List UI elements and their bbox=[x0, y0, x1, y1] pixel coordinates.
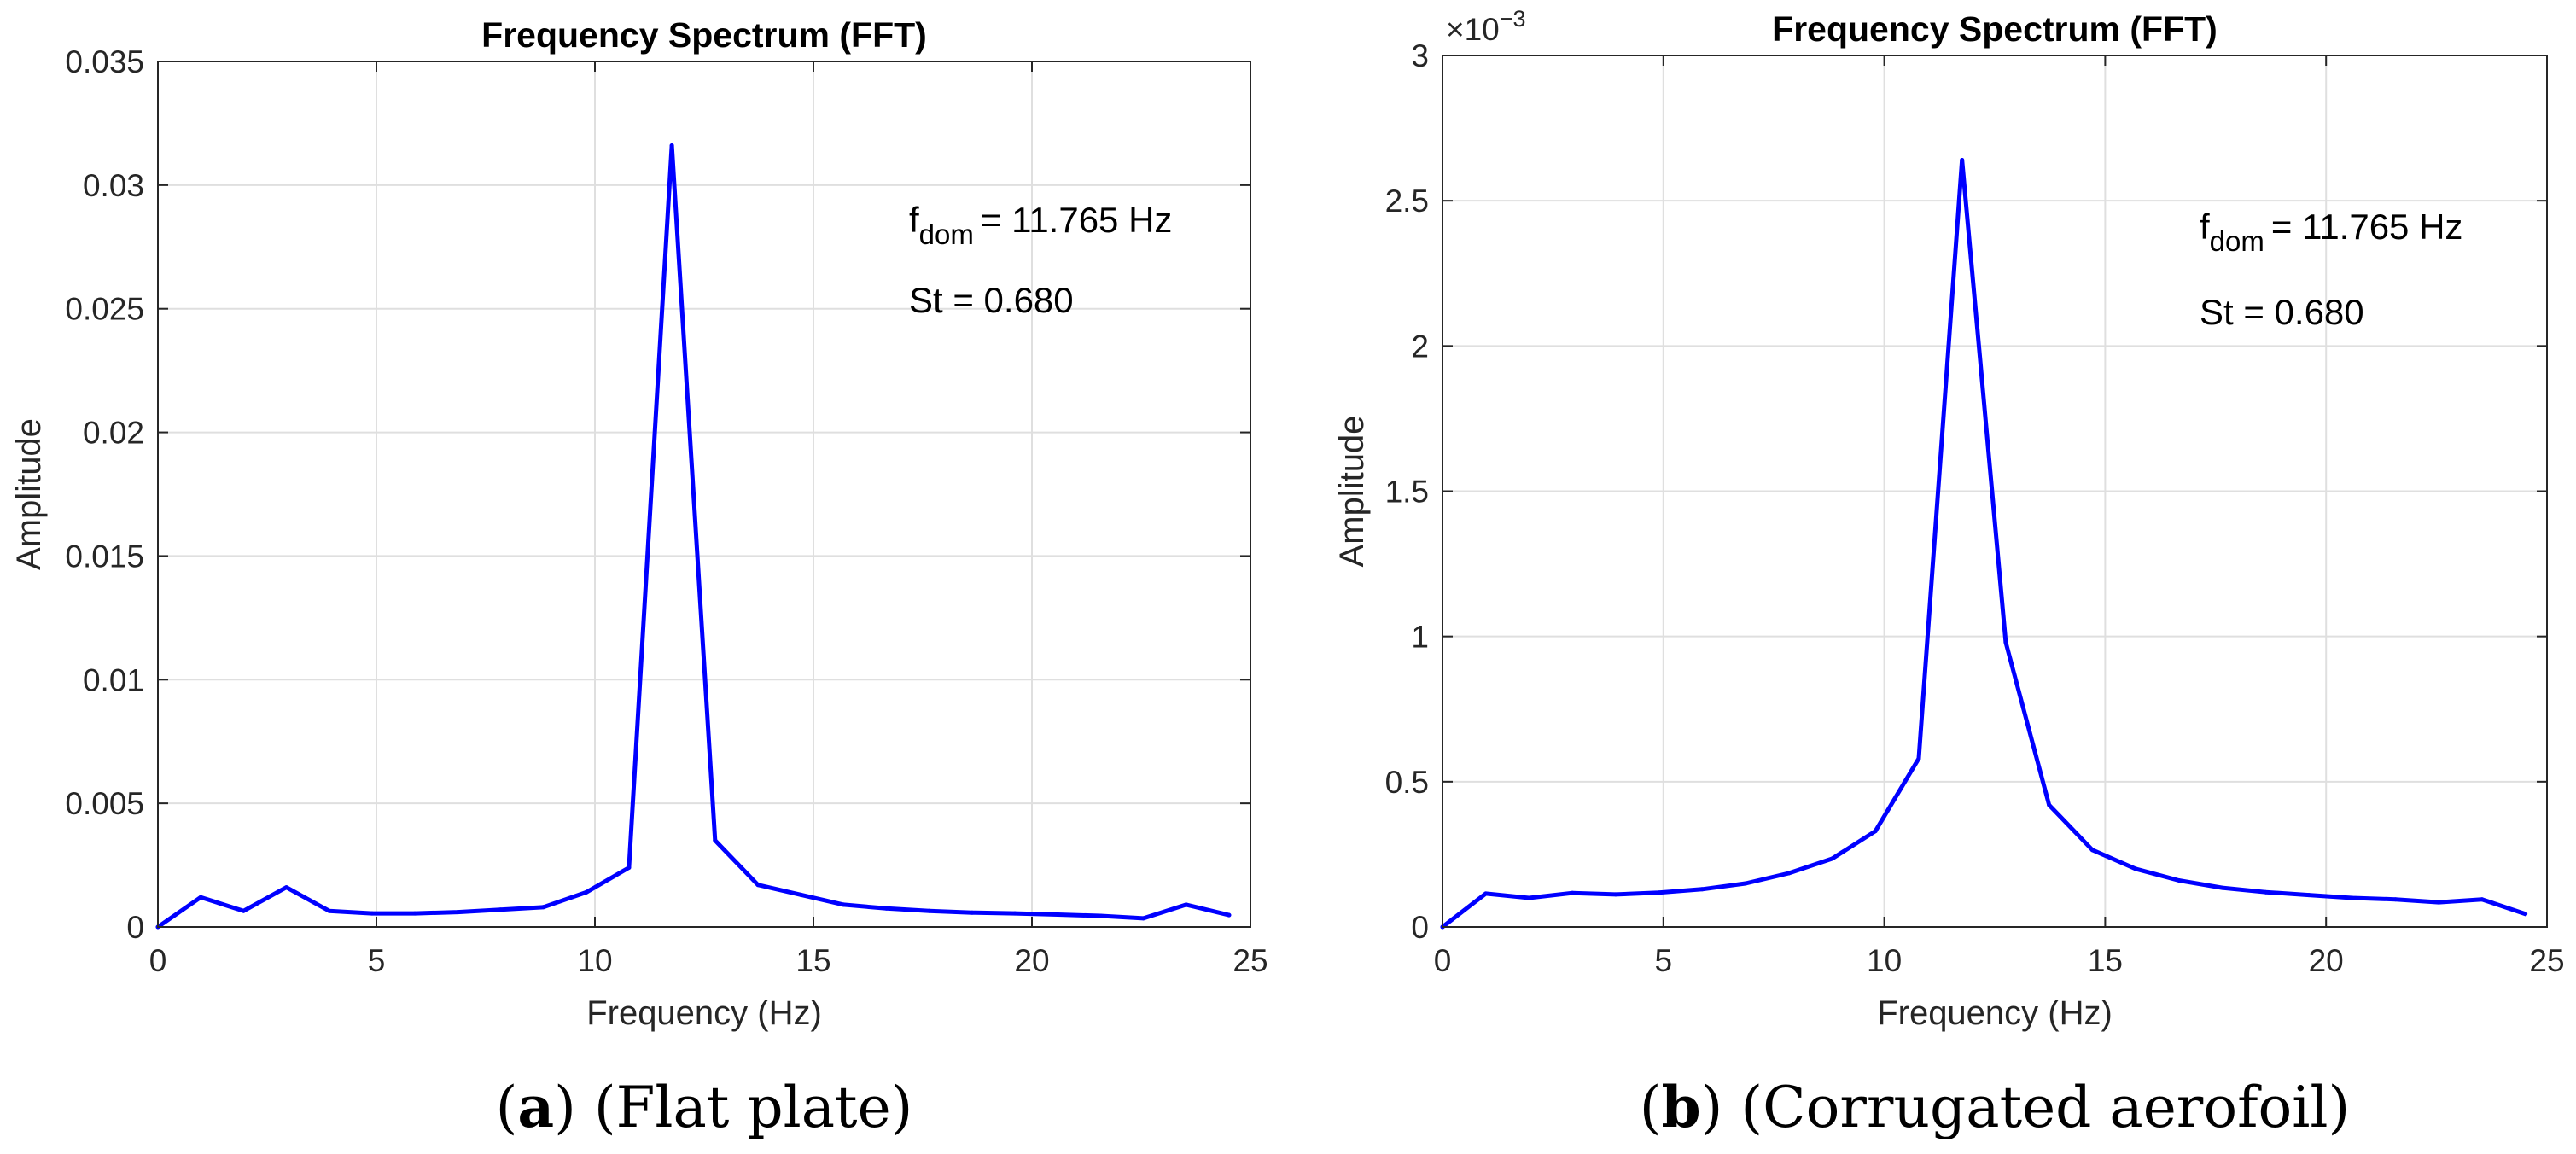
data-point bbox=[284, 885, 288, 890]
strouhal-annotation: St = 0.680 bbox=[2200, 292, 2364, 332]
data-point bbox=[198, 895, 203, 900]
x-tick-label: 25 bbox=[1233, 943, 1268, 978]
data-point bbox=[2263, 889, 2268, 895]
data-point bbox=[2089, 848, 2095, 853]
data-point bbox=[1657, 890, 1662, 895]
data-point bbox=[541, 905, 546, 910]
strouhal-annotation: St = 0.680 bbox=[909, 280, 1074, 320]
data-point bbox=[498, 907, 503, 912]
y-tick-label: 0 bbox=[1411, 910, 1429, 945]
data-point bbox=[669, 143, 674, 148]
chart-b: 0 5 10 15 20 25 0 0.5 1 1.5 2 2.5 3 ×10−3 Frequency Sp… bbox=[1333, 6, 2565, 1140]
data-point bbox=[1526, 895, 1531, 900]
data-point bbox=[627, 866, 632, 870]
data-point bbox=[370, 911, 375, 916]
data-point bbox=[1227, 912, 1232, 918]
data-point bbox=[455, 910, 460, 915]
series-line bbox=[155, 143, 1232, 930]
y-tick-label: 3 bbox=[1411, 38, 1429, 73]
data-point bbox=[584, 889, 589, 895]
axes-box bbox=[157, 61, 1251, 928]
data-point bbox=[2047, 802, 2052, 807]
y-tick-label: 2 bbox=[1411, 329, 1429, 364]
data-point bbox=[2523, 912, 2528, 917]
x-tick-label: 5 bbox=[1655, 943, 1673, 978]
y-tick-label: 0.025 bbox=[65, 292, 144, 327]
data-point bbox=[1786, 871, 1792, 876]
y-tick-label: 0.5 bbox=[1385, 765, 1429, 800]
data-point bbox=[1960, 158, 1965, 162]
data-point bbox=[1830, 856, 1834, 861]
data-point bbox=[1055, 912, 1060, 917]
x-tick-label: 10 bbox=[1867, 943, 1902, 978]
x-tick-label: 0 bbox=[1434, 943, 1452, 978]
y-tick-label: 0.02 bbox=[83, 416, 144, 451]
data-point bbox=[2003, 640, 2008, 644]
plot-area bbox=[158, 61, 1250, 927]
y-tick-label: 0.01 bbox=[83, 662, 144, 697]
x-tick-label: 0 bbox=[149, 943, 167, 978]
x-tick-label: 20 bbox=[1014, 943, 1049, 978]
data-point bbox=[1743, 881, 1748, 886]
data-point bbox=[2306, 893, 2311, 898]
y-tick-label: 0.005 bbox=[65, 786, 144, 821]
data-point bbox=[2133, 866, 2138, 871]
dominant-frequency-annotation: fdom = 11.765 Hz bbox=[909, 200, 1172, 250]
data-point bbox=[755, 883, 761, 888]
data-point bbox=[1184, 902, 1189, 907]
x-tick-label: 15 bbox=[796, 943, 830, 978]
subfigure-caption: (b) (Corrugated aerofoil) bbox=[1640, 1074, 2350, 1140]
y-tick-label: 2.5 bbox=[1385, 184, 1429, 219]
y-tick-label: 0.03 bbox=[83, 168, 144, 203]
data-point bbox=[713, 838, 718, 843]
y-scale-multiplier: ×10−3 bbox=[1446, 6, 1526, 47]
data-point bbox=[1873, 829, 1878, 834]
data-point bbox=[2220, 885, 2225, 890]
y-tick-label: 1.5 bbox=[1385, 475, 1429, 510]
data-point bbox=[1916, 756, 1921, 761]
x-axis-label: Frequency (Hz) bbox=[586, 994, 822, 1032]
x-tick-label: 5 bbox=[368, 943, 386, 978]
data-point bbox=[798, 892, 803, 897]
data-point bbox=[1613, 892, 1618, 897]
chart-title: Frequency Spectrum (FFT) bbox=[1772, 9, 2218, 49]
data-point bbox=[1141, 916, 1146, 921]
x-axis-label: Frequency (Hz) bbox=[1877, 994, 2113, 1032]
chart-title: Frequency Spectrum (FFT) bbox=[481, 15, 927, 55]
data-point bbox=[1012, 911, 1017, 916]
data-point bbox=[2177, 878, 2182, 883]
data-point bbox=[1098, 913, 1103, 918]
data-point bbox=[2350, 895, 2355, 900]
x-tick-label: 20 bbox=[2309, 943, 2344, 978]
data-point bbox=[970, 910, 975, 915]
x-tick-label: 15 bbox=[2088, 943, 2123, 978]
data-point bbox=[841, 902, 846, 907]
data-point bbox=[1483, 891, 1489, 896]
y-axis-label: Amplitude bbox=[10, 418, 48, 570]
chart-a: 0 5 10 15 20 25 0 0.005 0.01 0.015 0.02 0.025 0.03 0.… bbox=[10, 15, 1268, 1140]
y-axis-label: Amplitude bbox=[1333, 416, 1371, 568]
data-point bbox=[2480, 897, 2485, 902]
dominant-frequency-annotation: fdom = 11.765 Hz bbox=[2200, 207, 2462, 257]
y-tick-label: 0 bbox=[126, 910, 144, 945]
data-point bbox=[241, 908, 246, 913]
x-tick-label: 25 bbox=[2529, 943, 2564, 978]
x-tick-label: 10 bbox=[577, 943, 612, 978]
subfigure-caption: (a) (Flat plate) bbox=[496, 1074, 913, 1140]
data-point bbox=[2393, 897, 2398, 902]
series-line bbox=[1440, 158, 2528, 930]
data-point bbox=[927, 908, 932, 913]
y-tick-label: 1 bbox=[1411, 620, 1429, 655]
data-point bbox=[884, 906, 889, 911]
data-point bbox=[412, 911, 417, 916]
y-tick-label: 0.035 bbox=[65, 44, 144, 79]
y-tick-label: 0.015 bbox=[65, 539, 144, 574]
data-point bbox=[327, 908, 332, 913]
data-point bbox=[1699, 887, 1705, 892]
data-point bbox=[1570, 890, 1575, 895]
data-point bbox=[2436, 900, 2441, 905]
